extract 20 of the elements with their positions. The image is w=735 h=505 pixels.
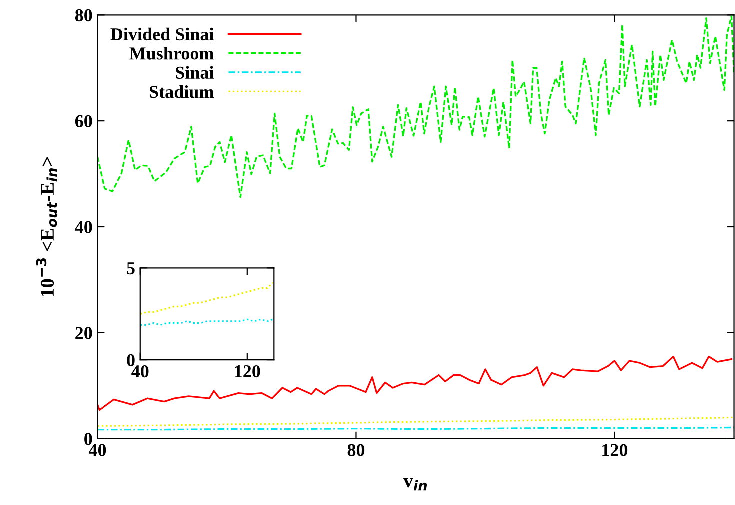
line-series (98, 356, 733, 412)
legend-label: Sinai (176, 66, 214, 79)
y-tick-label: 5 (127, 262, 135, 275)
y-tick-label: 20 (76, 327, 92, 340)
y-tick-label: 60 (75, 115, 92, 128)
y-tick-label: 0 (84, 433, 92, 446)
line-series (140, 282, 274, 315)
x-axis-title: v$_{in}$ (404, 478, 428, 491)
x-tick-label: 80 (348, 444, 365, 456)
legend-label: Stadium (150, 85, 214, 98)
y-tick-label: 80 (75, 9, 92, 22)
x-tick-label: 40 (88, 444, 106, 456)
x-tick-label: 120 (602, 444, 628, 456)
x-tick-label: 120 (235, 365, 260, 378)
legend-label: Mushroom (130, 47, 214, 60)
line-series (98, 416, 734, 427)
y-tick-label: 0 (127, 354, 135, 367)
y-axis-title: 10$^{−3}$ <E$_{out}$-E$_{in}$> (36, 157, 58, 296)
y-tick-label: 40 (75, 221, 92, 234)
legend-label: Divided Sinai (110, 28, 214, 41)
